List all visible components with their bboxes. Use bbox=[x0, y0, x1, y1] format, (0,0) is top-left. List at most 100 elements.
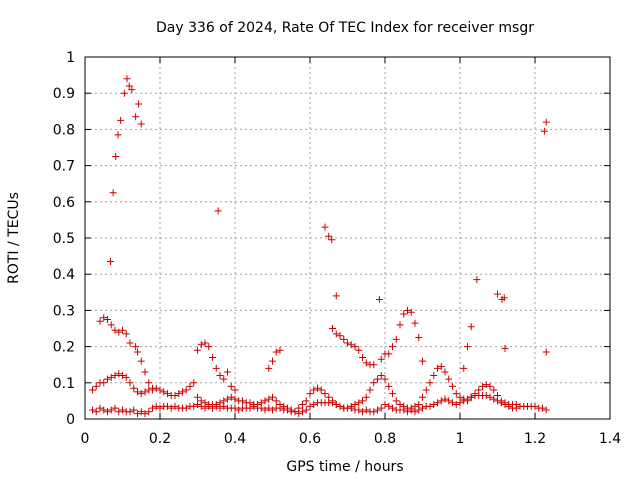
x-tick-labels: 0 0.2 0.4 0.6 0.8 1 1.2 1.4 bbox=[81, 431, 622, 447]
data-point bbox=[164, 390, 171, 398]
data-point bbox=[539, 404, 546, 412]
data-point bbox=[92, 408, 100, 416]
data-point bbox=[145, 408, 153, 416]
data-point bbox=[374, 375, 381, 383]
data-point bbox=[186, 382, 194, 390]
data-point bbox=[445, 375, 453, 383]
data-point bbox=[107, 258, 114, 266]
data-point bbox=[452, 390, 460, 398]
data-point bbox=[100, 379, 108, 387]
data-point bbox=[212, 364, 220, 372]
data-point bbox=[134, 410, 141, 418]
data-point bbox=[486, 393, 494, 401]
data-point bbox=[220, 375, 228, 383]
data-point bbox=[126, 379, 134, 387]
data-point bbox=[321, 390, 329, 398]
data-point bbox=[179, 388, 186, 396]
data-point bbox=[377, 372, 385, 380]
data-point bbox=[100, 406, 108, 414]
data-point bbox=[407, 406, 415, 414]
data-point bbox=[171, 391, 179, 399]
data-point bbox=[381, 401, 389, 409]
data-point bbox=[123, 75, 131, 83]
data-point bbox=[272, 397, 280, 405]
y-tick-label: 0.4 bbox=[53, 267, 75, 283]
data-point bbox=[224, 395, 231, 403]
data-point bbox=[494, 290, 501, 298]
data-point bbox=[265, 364, 273, 372]
data-point bbox=[89, 386, 96, 394]
data-point bbox=[434, 399, 441, 407]
data-point bbox=[137, 120, 145, 128]
data-point bbox=[329, 399, 336, 407]
x-tick-label: 0.6 bbox=[299, 431, 321, 447]
data-point bbox=[441, 395, 449, 403]
data-point bbox=[141, 410, 149, 418]
data-point bbox=[246, 404, 254, 412]
data-point bbox=[120, 89, 128, 97]
y-tick-label: 0.3 bbox=[53, 303, 75, 319]
data-point bbox=[132, 113, 140, 121]
data-point bbox=[126, 408, 134, 416]
data-point bbox=[306, 402, 314, 410]
data-point bbox=[437, 363, 445, 371]
data-point bbox=[201, 339, 209, 347]
data-point bbox=[540, 127, 548, 135]
y-tick-label: 0.1 bbox=[53, 376, 75, 392]
data-point bbox=[464, 395, 471, 403]
data-point bbox=[100, 314, 108, 322]
y-tick-labels: 0 0.1 0.2 0.3 0.4 0.5 0.6 0.7 0.8 0.9 1 bbox=[53, 50, 75, 428]
y-tick-label: 0.7 bbox=[53, 159, 75, 175]
data-point bbox=[422, 386, 430, 394]
data-point bbox=[231, 404, 239, 412]
y-tick-label: 0 bbox=[66, 412, 75, 428]
data-point bbox=[347, 404, 355, 412]
x-tick-label: 0 bbox=[81, 431, 90, 447]
y-tick-label: 0.9 bbox=[53, 86, 75, 102]
data-point bbox=[377, 355, 385, 363]
data-point bbox=[355, 399, 363, 407]
data-point bbox=[291, 408, 299, 416]
data-point bbox=[437, 397, 445, 405]
data-point bbox=[126, 339, 134, 347]
data-point bbox=[284, 406, 291, 414]
y-tick-label: 0.2 bbox=[53, 340, 75, 356]
data-point bbox=[441, 368, 449, 376]
y-tick-label: 0.5 bbox=[53, 231, 75, 247]
x-tick-label: 1 bbox=[456, 431, 465, 447]
data-point bbox=[156, 386, 164, 394]
data-point bbox=[434, 364, 441, 372]
y-tick-label: 1 bbox=[66, 50, 75, 66]
data-point bbox=[494, 397, 501, 405]
data-point bbox=[542, 406, 550, 414]
data-point bbox=[115, 408, 123, 416]
data-point bbox=[392, 335, 400, 343]
data-point bbox=[501, 344, 509, 352]
data-point bbox=[366, 386, 374, 394]
data-point bbox=[160, 388, 168, 396]
data-point bbox=[111, 326, 119, 334]
data-point bbox=[231, 395, 239, 403]
data-point bbox=[114, 131, 122, 139]
data-point bbox=[205, 402, 213, 410]
data-point bbox=[482, 391, 490, 399]
data-point bbox=[276, 404, 284, 412]
data-point bbox=[137, 390, 145, 398]
data-point bbox=[92, 382, 100, 390]
data-point bbox=[235, 406, 243, 414]
data-point bbox=[197, 341, 205, 349]
data-point bbox=[122, 373, 130, 381]
x-tick-label: 0.2 bbox=[149, 431, 171, 447]
data-point bbox=[336, 332, 344, 340]
data-point bbox=[531, 402, 539, 410]
data-point bbox=[96, 404, 104, 412]
data-point bbox=[111, 404, 119, 412]
data-point bbox=[542, 348, 550, 356]
data-point bbox=[419, 404, 426, 412]
data-point bbox=[370, 408, 378, 416]
data-point bbox=[419, 393, 426, 401]
data-point bbox=[137, 357, 145, 365]
data-point bbox=[299, 408, 306, 416]
data-point bbox=[209, 353, 216, 361]
